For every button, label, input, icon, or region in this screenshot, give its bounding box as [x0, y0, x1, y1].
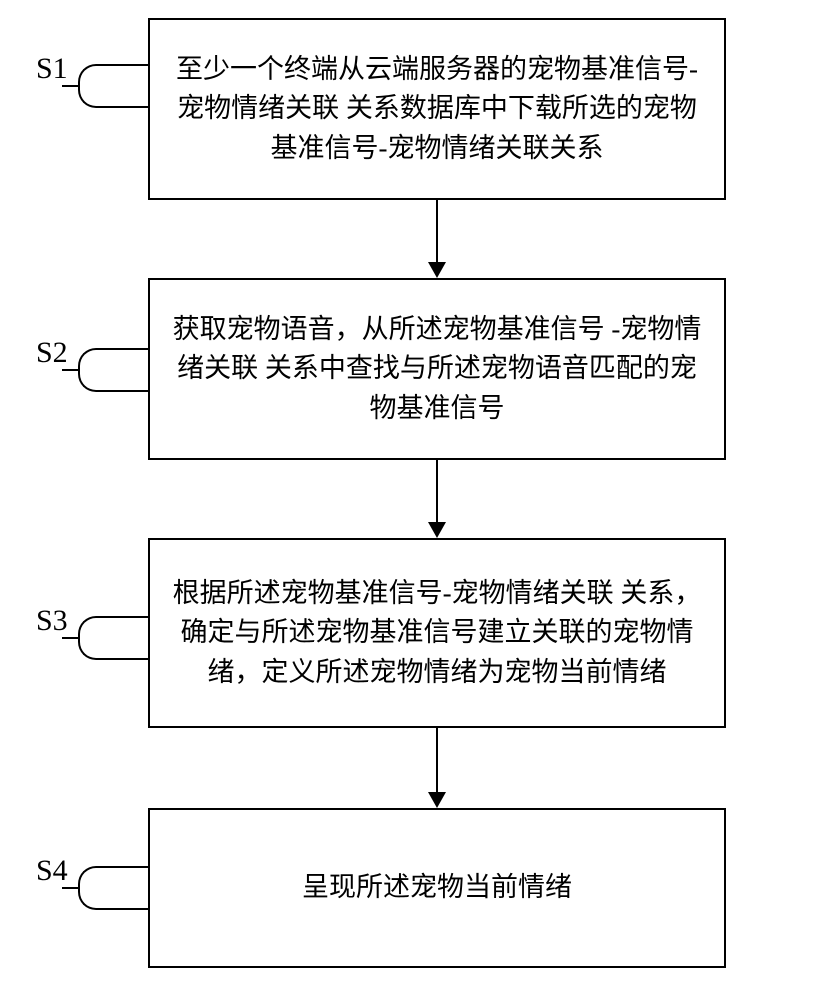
- step-label-s1: S1: [36, 52, 68, 86]
- step-box-s4: 呈现所述宠物当前情绪: [148, 808, 726, 968]
- connector-tail-s3: [62, 637, 80, 639]
- step-label-s2: S2: [36, 336, 68, 370]
- connector-s3: [78, 616, 148, 660]
- connector-s2: [78, 348, 148, 392]
- step-text-s4: 呈现所述宠物当前情绪: [302, 868, 572, 907]
- step-text-s1: 至少一个终端从云端服务器的宠物基准信号-宠物情绪关联 关系数据库中下载所选的宠物…: [168, 50, 706, 167]
- arrow-head-3: [428, 792, 446, 808]
- connector-s4: [78, 866, 148, 910]
- step-label-s3: S3: [36, 604, 68, 638]
- arrow-line-3: [436, 728, 438, 792]
- connector-tail-s2: [62, 369, 80, 371]
- step-text-s2: 获取宠物语音，从所述宠物基准信号 -宠物情绪关联 关系中查找与所述宠物语音匹配的…: [168, 310, 706, 427]
- arrow-line-1: [436, 200, 438, 262]
- step-box-s1: 至少一个终端从云端服务器的宠物基准信号-宠物情绪关联 关系数据库中下载所选的宠物…: [148, 18, 726, 200]
- arrow-head-1: [428, 262, 446, 278]
- step-text-s3: 根据所述宠物基准信号-宠物情绪关联 关系，确定与所述宠物基准信号建立关联的宠物情…: [168, 574, 706, 691]
- step-box-s2: 获取宠物语音，从所述宠物基准信号 -宠物情绪关联 关系中查找与所述宠物语音匹配的…: [148, 278, 726, 460]
- arrow-head-2: [428, 522, 446, 538]
- arrow-line-2: [436, 460, 438, 522]
- connector-tail-s4: [62, 887, 80, 889]
- step-label-s4: S4: [36, 854, 68, 888]
- step-box-s3: 根据所述宠物基准信号-宠物情绪关联 关系，确定与所述宠物基准信号建立关联的宠物情…: [148, 538, 726, 728]
- connector-s1: [78, 64, 148, 108]
- connector-tail-s1: [62, 85, 80, 87]
